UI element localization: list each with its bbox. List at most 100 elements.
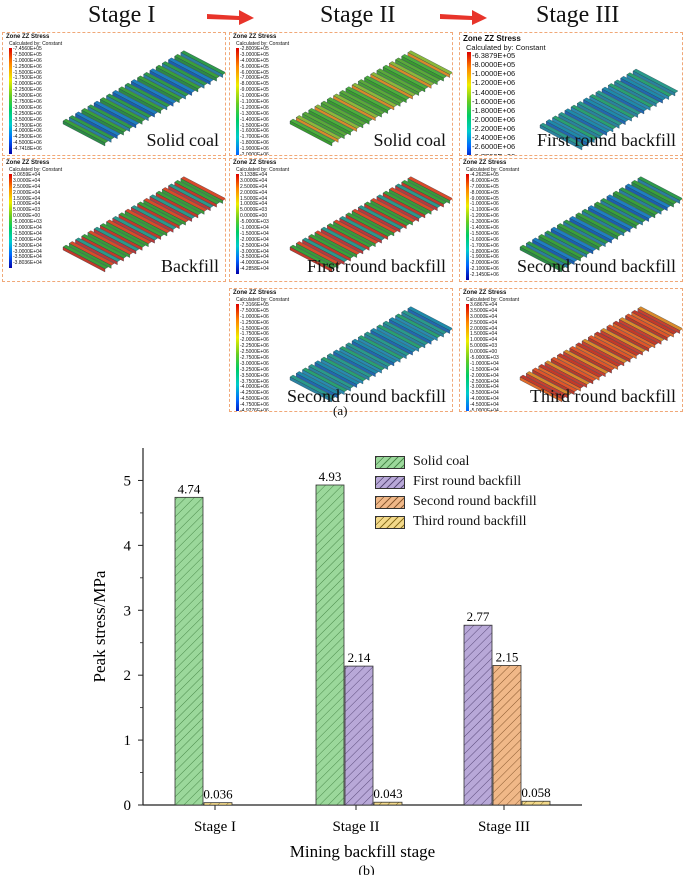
- legend-item: Second round backfill: [375, 494, 575, 511]
- legend-value: -1.4000E+06: [470, 225, 499, 232]
- legend-value: -1.2000E+06: [240, 104, 269, 111]
- legend-value: -1.5000E+04: [13, 230, 42, 237]
- legend-value: 1.5000E+04: [13, 195, 41, 202]
- legend-value: 2.5000E+04: [13, 183, 41, 190]
- legend-subtitle: Calculated by: Constant: [466, 297, 520, 303]
- bar-value-label: 0.036: [203, 787, 233, 802]
- y-tick-label: 4: [124, 538, 132, 554]
- legend-value: -4.0000E+05: [240, 57, 269, 64]
- legend-value: -5.0000E+03: [240, 219, 269, 226]
- legend-value: -3.5000E+04: [470, 390, 499, 397]
- bar-value-label: 0.043: [373, 786, 402, 801]
- legend-value: -1.5000E+06: [13, 69, 42, 76]
- legend-value: -1.9000E+06: [240, 146, 269, 153]
- panel-label: First round backfill: [537, 130, 676, 150]
- legend-value: -2.0000E+06: [472, 114, 516, 124]
- legend-swatch: [375, 516, 405, 529]
- bar-stage-ii-third-round-backfill: [373, 801, 403, 806]
- legend-values: -6.3879E+05 -8.0000E+05 -1.0000E+06 -1.2000…: [472, 51, 516, 155]
- legend-value: -3.0000E+04: [240, 248, 269, 255]
- legend-title: Zone ZZ Stress: [463, 160, 507, 166]
- legend-value: -4.2625E+05: [470, 172, 499, 178]
- legend-value: -1.0000E+06: [470, 201, 499, 208]
- stress-panel-s3-third: Zone ZZ Stress Calculated by: Constant 3.6…: [459, 288, 683, 412]
- legend-value: -3.2500E+06: [13, 110, 42, 117]
- legend-item: First round backfill: [375, 474, 575, 491]
- legend-value: -2.5000E+06: [240, 349, 269, 356]
- legend-value: -4.0000E+06: [240, 384, 269, 391]
- legend-value: -2.5000E+04: [470, 378, 499, 385]
- legend-value: -2.7700E+06: [472, 152, 515, 155]
- legend-value: 1.5000E+04: [240, 195, 268, 202]
- legend-subtitle: Calculated by: Constant: [9, 41, 63, 47]
- legend-value: -2.0000E+06: [240, 337, 269, 344]
- y-tick-label: 3: [124, 603, 132, 619]
- legend-swatch: [375, 496, 405, 509]
- legend-value: -1.5000E+04: [240, 230, 269, 237]
- legend-subtitle: Calculated by: Constant: [236, 41, 290, 47]
- legend-value: -1.1000E+06: [470, 207, 499, 214]
- legend-value: -2.0000E+06: [13, 81, 42, 88]
- legend-title: Zone ZZ Stress: [233, 290, 277, 296]
- legend-value: -1.4000E+06: [240, 116, 269, 123]
- legend-value: -2.4000E+06: [472, 133, 516, 143]
- legend-value: 2.0000E+04: [13, 189, 41, 196]
- legend-value: -1.4000E+06: [472, 87, 516, 97]
- panel-label: Solid coal: [146, 130, 220, 150]
- legend-value: -2.0000E+04: [13, 236, 42, 243]
- legend-value: -1.8000E+06: [472, 105, 516, 115]
- legend-value: -1.2500E+06: [13, 63, 42, 70]
- legend-value: -1.2000E+06: [472, 78, 516, 88]
- x-tick-label: Stage II: [332, 819, 379, 835]
- stress-panel-s2-first: Zone ZZ Stress Calculated by: Constant 3.1…: [229, 158, 453, 282]
- backfill-strips-model: [519, 176, 682, 273]
- legend-subtitle: Calculated by: Constant: [236, 297, 290, 303]
- x-axis-label: Mining backfill stage: [290, 842, 435, 861]
- bar-stage-ii-solid-coal: [315, 484, 345, 806]
- panel-label: Second round backfill: [287, 386, 446, 406]
- x-tick-label: Stage III: [478, 819, 530, 835]
- legend-colorbar: [466, 304, 469, 411]
- legend-subtitle: Calculated by: Constant: [9, 167, 63, 173]
- legend-value: 3.0000E+04: [13, 177, 41, 184]
- legend-value: -3.8036E+04: [13, 260, 42, 267]
- legend-values: 3.0659E+04 3.0000E+04 2.5000E+04 2.0000E+04…: [13, 172, 42, 267]
- y-tick-label: 0: [124, 798, 132, 814]
- legend-value: 1.0000E+04: [13, 201, 41, 208]
- legend-value: -2.7500E+06: [13, 99, 42, 106]
- stage-header-2: Stage II: [320, 2, 396, 28]
- legend-value: -1.5000E+04: [470, 366, 499, 373]
- legend-value: -4.9276E+06: [240, 408, 269, 412]
- legend-value: -1.0000E+06: [240, 93, 269, 100]
- legend-value: -6.0000E+05: [240, 69, 269, 76]
- legend-value: -7.0000E+05: [470, 183, 499, 190]
- stress-panel-s3-first: Zone ZZ Stress Calculated by: Constant -6.…: [459, 32, 683, 156]
- legend-title: Zone ZZ Stress: [233, 34, 277, 40]
- y-axis-label: Peak stress/MPa: [90, 570, 109, 682]
- legend-subtitle: Calculated by: Constant: [466, 43, 546, 52]
- x-tick-label: Stage I: [194, 819, 236, 835]
- legend-value: -5.0000E+04: [470, 408, 499, 412]
- bar-value-label: 2.77: [467, 609, 490, 624]
- legend-value: 1.5000E+04: [470, 331, 498, 338]
- bar-value-label: 2.15: [496, 649, 519, 664]
- legend-value: 3.1338E+04: [240, 172, 268, 178]
- y-tick-label: 2: [124, 668, 132, 684]
- y-tick-label: 1: [124, 733, 132, 749]
- legend-value: 2.0000E+04: [240, 189, 268, 196]
- legend-value: -9.0000E+05: [470, 195, 499, 202]
- legend-value: 1.0000E+04: [470, 337, 498, 344]
- legend-value: -3.0000E+06: [240, 360, 269, 367]
- stress-panel-s1-backfill: Zone ZZ Stress Calculated by: Constant 3.0…: [2, 158, 226, 282]
- legend-colorbar: [236, 174, 239, 275]
- legend-value: -1.5000E+06: [240, 122, 269, 129]
- legend-value: -7.5000E+05: [13, 51, 42, 58]
- backfill-strips-model: [289, 176, 452, 273]
- legend-value: -2.1450E+06: [470, 272, 499, 279]
- legend-value: -4.5000E+06: [240, 396, 269, 403]
- peak-stress-bar-chart: 0 1 2 3 4 5 Peak stress/MPa Stage I Stage II Stag…: [90, 448, 582, 875]
- legend-item: Solid coal: [375, 454, 575, 471]
- panel-label: First round backfill: [307, 256, 446, 276]
- legend-value: -3.0000E+04: [13, 248, 42, 255]
- legend-value: -2.0000E+06: [470, 260, 499, 267]
